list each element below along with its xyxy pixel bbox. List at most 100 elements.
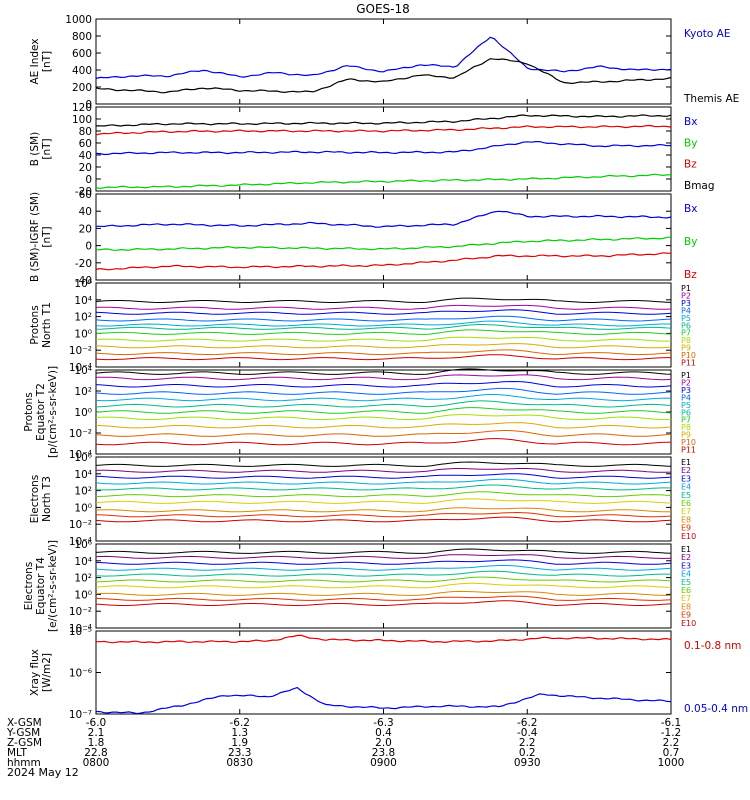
flux-line-p1: [95, 297, 672, 303]
flux-line-e8: [95, 507, 672, 513]
flux-line-p5: [95, 320, 672, 327]
channel-label: P7: [681, 329, 691, 338]
legend-label: 0.1-0.8 nm: [684, 640, 741, 652]
series-line-kyoto-ae: [95, 36, 672, 80]
channel-label: P9: [681, 431, 691, 440]
y-tick-label: 10²: [74, 312, 92, 324]
channel-label: E8: [681, 515, 691, 524]
flux-line-p2: [95, 304, 672, 310]
flux-line-e3: [95, 559, 672, 565]
x-axis-value: -0.4: [517, 727, 538, 739]
y-axis-label-line: [nT]: [41, 226, 53, 247]
flux-line-e9: [95, 511, 672, 518]
x-axis-value: -6.0: [86, 717, 107, 729]
y-axis-label: ElectronsEquator T4[e/(cm²-s-sr-keV)]: [23, 540, 59, 632]
y-tick-label: 10⁴: [74, 295, 92, 307]
x-axis-value: 0.7: [663, 747, 680, 759]
y-tick-label: 10⁻⁴: [69, 536, 92, 548]
legend-label: Kyoto AE: [684, 28, 730, 40]
flux-line-e6: [95, 491, 672, 498]
channel-label: P5: [681, 401, 691, 410]
flux-line-e9: [95, 595, 672, 601]
channel-label: E10: [681, 619, 696, 628]
flux-line-p4: [95, 315, 672, 322]
y-tick-label: 80: [79, 126, 92, 138]
y-tick-label: 40: [79, 150, 92, 162]
y-tick-label: 60: [79, 138, 92, 150]
channel-label: E2: [681, 553, 691, 562]
x-axis-value: 1000: [658, 757, 685, 769]
panel-5: 10⁻⁴ 10⁻² 10⁰ 10² 10⁴ ProtonsEquator T2[p/(cm…: [23, 365, 696, 461]
y-axis-label-line: [nT]: [41, 138, 53, 159]
flux-line-p6: [95, 400, 672, 408]
y-axis-label-line: [p/(cm²-s-sr-keV)]: [47, 366, 59, 458]
y-tick-label: 10⁻⁴: [69, 362, 92, 374]
y-axis-label: B (SM)[nT]: [29, 132, 53, 166]
y-axis-label: B (SM)-IGRF (SM)[nT]: [29, 192, 53, 282]
series-line-bx: [95, 141, 672, 156]
y-tick-label: 200: [72, 82, 92, 94]
channel-label: E7: [681, 594, 691, 603]
y-tick-label: 800: [72, 31, 92, 43]
y-axis-label-line: Equator T4: [35, 557, 47, 615]
channel-label: P4: [681, 306, 691, 315]
flux-line-p11: [95, 438, 671, 446]
panel-frame: [95, 630, 672, 715]
legend-label: By: [684, 137, 697, 149]
panel-frame: [95, 18, 672, 105]
y-axis-label-line: North T1: [41, 302, 53, 348]
legend-label: Themis AE: [683, 93, 739, 105]
channel-label: E2: [681, 466, 691, 475]
y-tick-label: 1000: [65, 14, 92, 26]
series-line-bx: [96, 210, 672, 228]
x-axis-value: 1.3: [231, 727, 248, 739]
channel-label: E9: [681, 611, 691, 620]
panel-frame: [95, 106, 672, 192]
y-tick-label: -20: [75, 258, 92, 270]
flux-line-e2: [95, 468, 672, 473]
y-axis-label-line: B (SM)-IGRF (SM): [29, 192, 41, 282]
y-tick-label: 0: [85, 241, 92, 253]
flux-line-e8: [95, 590, 671, 596]
channel-label: P1: [681, 371, 691, 380]
panel-1: 0 200 400 600 800 1000 AE Index[nT] Kyoto AE The…: [29, 14, 739, 111]
channel-label: P8: [681, 423, 691, 432]
channel-label: P2: [681, 378, 691, 387]
channel-label: E1: [681, 545, 691, 554]
y-tick-label: 10⁴: [74, 469, 92, 481]
y-tick-label: 100: [72, 114, 92, 126]
flux-line-p8: [95, 336, 671, 342]
channel-label: E10: [681, 532, 696, 541]
y-tick-label: 10²: [74, 573, 92, 585]
x-axis-value: 0900: [370, 757, 397, 769]
figure-title: GOES-18: [356, 2, 410, 16]
y-tick-label: 400: [72, 65, 92, 77]
x-axis-value: 0800: [83, 757, 110, 769]
x-axis-value: -1.2: [661, 727, 682, 739]
series-line-bmag: [95, 114, 672, 127]
flux-line-e1: [95, 548, 672, 554]
channel-label: E6: [681, 499, 691, 508]
flux-line-p2: [95, 374, 672, 381]
x-axis-row-label: Y-GSM: [6, 727, 40, 739]
channel-label: E3: [681, 474, 691, 483]
flux-line-e2: [95, 554, 672, 559]
y-tick-label: 10⁰: [74, 328, 92, 340]
x-axis-value: -6.1: [661, 717, 682, 729]
flux-line-e6: [95, 576, 672, 583]
channel-label: P11: [681, 359, 696, 368]
flux-line-e5: [95, 570, 672, 577]
flux-line-p10: [95, 430, 672, 437]
y-tick-label: 10⁻⁶: [69, 668, 92, 680]
y-tick-label: 60: [79, 189, 92, 201]
y-tick-label: 10⁶: [74, 452, 92, 464]
panel-7: 10⁻⁴ 10⁻² 10⁰ 10² 10⁴ 10⁶ ElectronsEquator T4[…: [23, 539, 696, 635]
series-line-0-05-0-4-nm: [95, 686, 672, 715]
y-tick-label: 10⁻²: [69, 519, 92, 531]
y-tick-label: -20: [75, 186, 92, 198]
channel-label: E6: [681, 586, 691, 595]
series-line-by: [95, 173, 672, 190]
flux-line-p11: [95, 354, 671, 361]
channel-label: E3: [681, 561, 691, 570]
